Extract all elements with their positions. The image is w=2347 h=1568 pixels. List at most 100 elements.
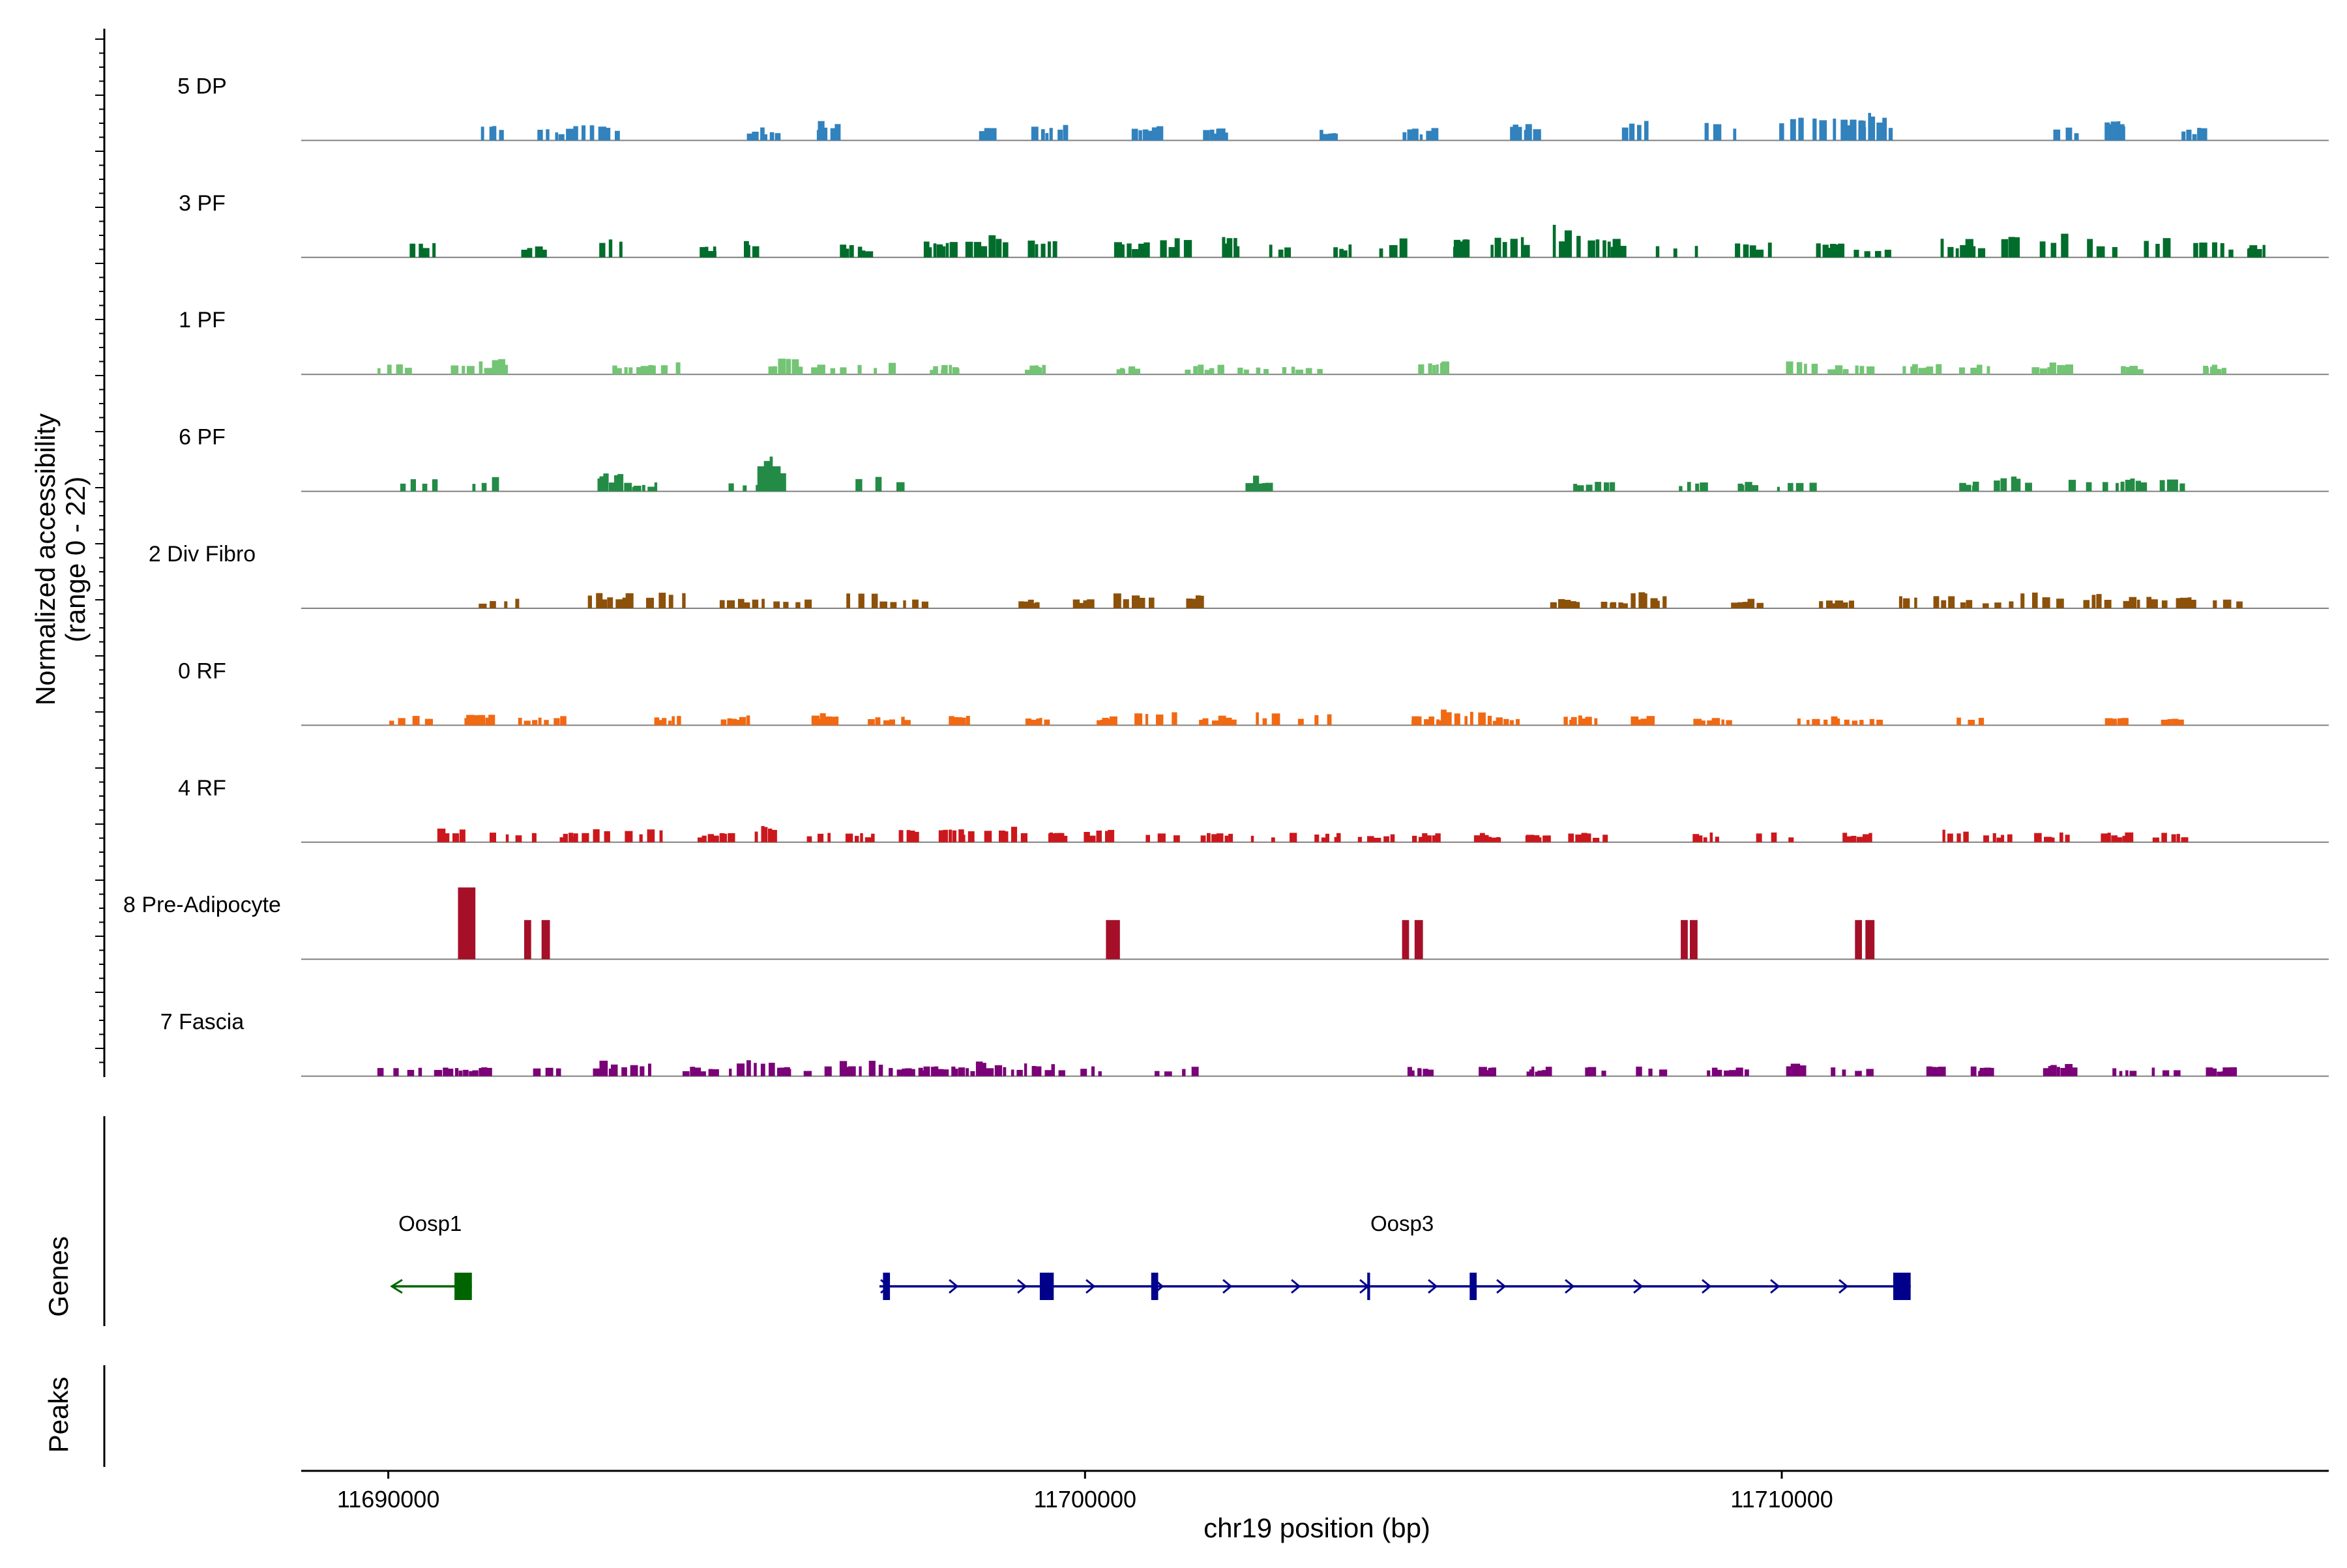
coverage-bar [1642,593,1647,608]
coverage-bar [419,243,423,258]
coverage-bar [1695,483,1700,492]
coverage-bar [1182,1069,1186,1076]
coverage-bar [2181,131,2186,141]
coverage-bar [1518,126,1522,141]
coverage-bar [1656,600,1660,608]
coverage-bar [1650,598,1658,608]
coverage-bar [434,1070,443,1076]
coverage-bar [1602,835,1608,842]
coverage-bar [1955,248,1959,258]
coverage-bar [1984,1067,1991,1076]
coverage-bar [1412,835,1417,842]
coverage-bar [521,250,528,258]
coverage-bar [1593,838,1600,842]
coverage-bar [1210,133,1218,141]
coverage-bar [1745,1069,1749,1076]
coverage-bar [2170,479,2178,492]
coverage-bar [1545,835,1551,842]
coverage-bar [845,833,853,842]
coverage-bar [555,132,559,141]
coverage-bar [1191,1067,1199,1076]
coverage-bar [889,1068,893,1076]
coverage-bar [682,1071,690,1076]
coverage-bar [1428,363,1432,375]
coverage-bar [1456,241,1463,258]
coverage-bar [443,833,450,842]
coverage-bar [1786,1066,1793,1076]
coverage-bar [432,243,436,258]
coverage-bar [2161,719,2169,726]
coverage-bar [1735,243,1741,258]
coverage-bar [1646,716,1655,726]
coverage-bar [1956,833,1961,842]
coverage-bar [1835,600,1844,608]
coverage-bar [2056,1067,2060,1076]
coverage-bar [728,483,734,492]
coverage-bar [647,486,656,492]
genes-layer: Oosp1 Oosp3 [390,1211,1911,1300]
coverage-bar [773,366,778,375]
coverage-bar [625,593,634,608]
coverage-bar [713,835,719,842]
coverage-bar [625,831,633,842]
coverage-bar [1317,368,1323,375]
coverage-bar [1745,482,1752,492]
coverage-bar [466,715,475,726]
coverage-bar [2228,249,2234,258]
coverage-bar [1157,126,1164,141]
coverage-bar [2256,249,2262,258]
coverage-bar [1045,133,1049,141]
coverage-bar [783,602,789,608]
coverage-bar [1024,1063,1027,1076]
coverage-bar [701,835,707,842]
coverage-bar [424,718,433,726]
coverage-bar [2096,594,2102,608]
coverage-bar [1587,833,1591,842]
coverage-bar [1314,835,1320,842]
coverage-bar [839,1061,848,1076]
coverage-bar [558,134,565,141]
coverage-bar [1039,718,1042,726]
coverage-bar [1604,482,1610,492]
coverage-bar [824,1066,832,1076]
coverage-bar [1383,836,1389,842]
coverage-bar [908,831,915,842]
coverage-bar [988,235,996,258]
coverage-bar [1431,128,1439,141]
coverage-bar [1796,362,1803,375]
coverage-bar [1737,483,1743,492]
coverage-bar [2121,718,2129,726]
coverage-bar [1295,369,1303,375]
coverage-bar [478,715,486,726]
coverage-bar [1291,366,1295,375]
coverage-bar [941,1069,949,1076]
coverage-bar [1703,837,1707,842]
coverage-bar [1262,718,1267,726]
coverage-bar [1211,720,1220,726]
coverage-bar [739,717,746,726]
coverage-bar [958,1067,966,1076]
coverage-bar [728,833,735,842]
track-2-div-fibro: 2 Div Fibro [149,542,2329,609]
coverage-bar [1204,370,1213,375]
coverage-bar [1058,1070,1065,1076]
coverage-bar [840,248,849,258]
coverage-bar [875,717,881,726]
coverage-bar [1402,132,1407,141]
coverage-bar [868,719,875,726]
coverage-bar [445,1069,454,1076]
coverage-bar [535,246,543,258]
coverage-bar [2192,134,2197,141]
coverage-bar [713,246,716,258]
coverage-bar [393,1068,399,1076]
coverage-bar [1250,835,1254,842]
coverage-bar [2043,1068,2050,1076]
coverage-bar [1735,1067,1743,1076]
coverage-bar [1602,240,1606,258]
coverage-bar [573,126,578,141]
gene-label: Oosp3 [1370,1211,1434,1235]
coverage-bar [1024,601,1031,608]
coverage-bar [555,1068,561,1076]
coverage-bar [1743,602,1751,608]
coverage-bar [1042,364,1046,375]
